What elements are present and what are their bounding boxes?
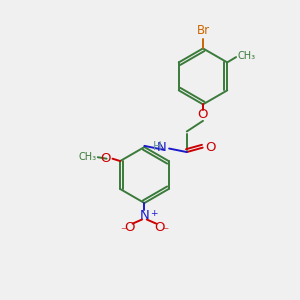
Text: ⁻: ⁻ [121,225,127,238]
Text: N: N [156,141,166,154]
Text: H: H [153,140,162,153]
Text: +: + [150,208,158,217]
Text: CH₃: CH₃ [238,51,256,61]
Text: CH₃: CH₃ [79,152,97,162]
Text: O: O [198,108,208,121]
Text: O: O [154,221,165,234]
Text: O: O [124,221,134,234]
Text: N: N [140,209,149,223]
Text: O: O [100,152,110,165]
Text: ⁻: ⁻ [162,225,168,238]
Text: O: O [206,141,216,154]
Text: Br: Br [196,24,210,37]
